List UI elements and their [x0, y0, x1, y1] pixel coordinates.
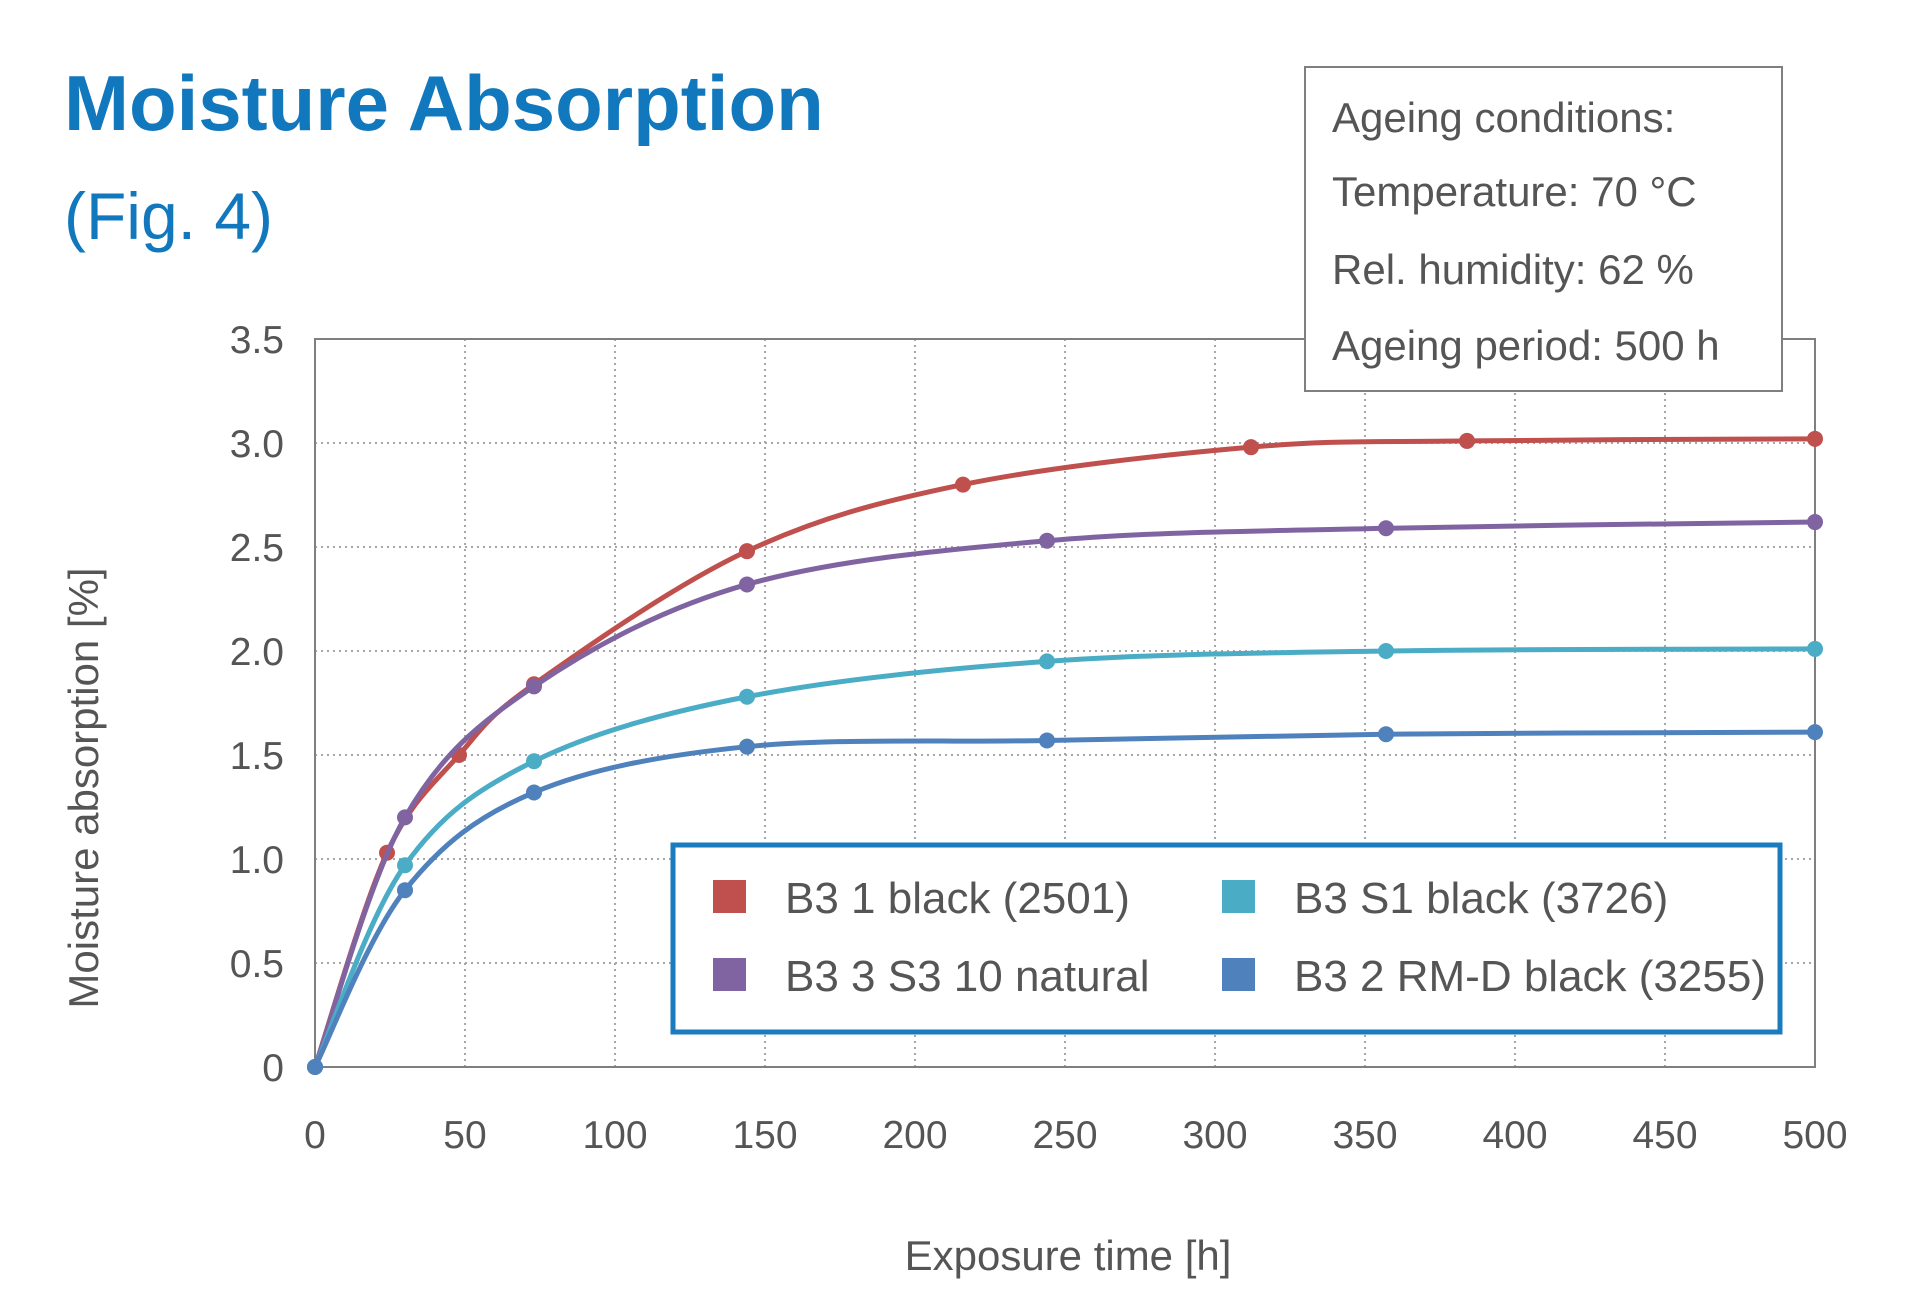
y-tick-label: 2.5	[230, 527, 284, 570]
data-point	[526, 753, 542, 770]
x-tick-label: 150	[732, 1114, 797, 1157]
data-point	[739, 738, 755, 755]
y-tick-label: 3.5	[230, 319, 284, 362]
series-2	[307, 514, 1823, 1075]
y-tick-label: 0	[262, 1047, 284, 1090]
data-point	[1378, 726, 1394, 743]
chart-title: Moisture Absorption	[64, 59, 824, 147]
series-4	[307, 724, 1823, 1075]
data-point	[1243, 439, 1259, 456]
x-tick-label: 350	[1332, 1114, 1397, 1157]
series-line	[312, 646, 1816, 1069]
data-point	[526, 784, 542, 801]
data-point	[1378, 643, 1394, 659]
legend-label: B3 2 RM-D black (3255)	[1294, 952, 1766, 1001]
x-tick-label: 300	[1182, 1114, 1247, 1157]
x-axis-ticks: 0 50 100 150 200 250 300 350 400 450 500	[304, 1114, 1847, 1157]
legend-swatch	[1222, 958, 1255, 991]
conditions-humidity: Rel. humidity: 62 %	[1332, 246, 1694, 293]
conditions-box: Ageing conditions: Temperature: 70 °C Re…	[1304, 66, 1783, 392]
y-axis-ticks: 0 0.5 1.0 1.5 2.0 2.5 3.0 3.5	[230, 319, 284, 1090]
data-point	[307, 1059, 323, 1075]
series-layer	[307, 430, 1823, 1075]
data-point	[739, 576, 755, 593]
legend-swatch	[713, 880, 746, 913]
y-tick-label: 3.0	[230, 423, 284, 466]
plot-area-frame	[314, 338, 1816, 1068]
data-point	[1807, 640, 1823, 657]
x-axis-title: Exposure time [h]	[905, 1232, 1232, 1279]
x-tick-label: 0	[304, 1114, 326, 1157]
data-point	[1807, 514, 1823, 531]
conditions-temperature: Temperature: 70 °C	[1332, 168, 1697, 215]
data-point	[397, 809, 413, 826]
y-axis-title: Moisture absorption [%]	[60, 567, 107, 1008]
y-tick-label: 0.5	[230, 943, 284, 986]
data-point	[739, 543, 755, 560]
data-point	[1459, 432, 1475, 449]
legend-swatch	[713, 958, 746, 991]
y-tick-label: 1.0	[230, 839, 284, 882]
data-point	[1807, 724, 1823, 741]
conditions-heading: Ageing conditions:	[1332, 94, 1675, 141]
data-point	[1378, 520, 1394, 537]
x-tick-label: 50	[443, 1114, 486, 1157]
series-line	[312, 729, 1816, 1069]
data-point	[1039, 532, 1055, 549]
data-point	[1807, 430, 1823, 447]
data-point	[955, 476, 971, 493]
conditions-period: Ageing period: 500 h	[1332, 322, 1720, 369]
legend-swatch	[1222, 880, 1255, 913]
x-tick-label: 400	[1482, 1114, 1547, 1157]
data-point	[397, 882, 413, 899]
x-tick-label: 250	[1032, 1114, 1097, 1157]
data-point	[739, 688, 755, 705]
x-tick-label: 100	[582, 1114, 647, 1157]
data-point	[1039, 653, 1055, 670]
data-point	[397, 857, 413, 874]
data-point	[526, 678, 542, 695]
data-point	[1039, 732, 1055, 749]
x-tick-label: 500	[1782, 1114, 1847, 1157]
x-tick-label: 450	[1632, 1114, 1697, 1157]
legend: B3 1 black (2501) B3 3 S3 10 natural B3 S1…	[670, 842, 1783, 1035]
legend-label: B3 1 black (2501)	[785, 874, 1130, 923]
y-tick-label: 1.5	[230, 735, 284, 778]
y-tick-label: 2.0	[230, 631, 284, 674]
legend-label: B3 3 S3 10 natural	[785, 952, 1149, 1001]
legend-label: B3 S1 black (3726)	[1294, 874, 1668, 923]
x-tick-label: 200	[882, 1114, 947, 1157]
chart-subtitle: (Fig. 4)	[64, 179, 274, 253]
